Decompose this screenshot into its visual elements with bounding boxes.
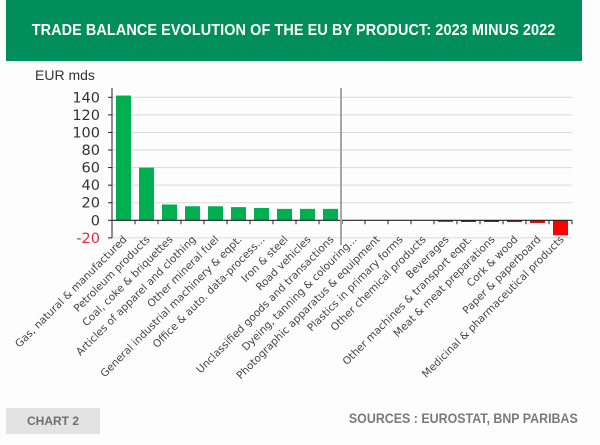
y-tick-label: 40 [82,178,100,194]
chart-header: TRADE BALANCE EVOLUTION OF THE EU BY PRO… [6,0,582,61]
bar [507,220,522,223]
chart-title: TRADE BALANCE EVOLUTION OF THE EU BY PRO… [32,21,556,39]
bar [231,207,246,221]
bar [208,206,223,221]
y-tick-label: -20 [76,231,100,247]
axes [108,88,573,245]
y-tick-label: 60 [82,161,100,177]
bar [300,208,315,221]
y-tick-label: 140 [72,90,100,106]
bar [461,220,476,222]
bar [116,95,131,221]
bar [530,220,545,223]
bar [323,208,338,221]
bar [254,208,269,221]
bar [139,167,154,221]
chart-number-label: CHART 2 [26,414,79,428]
bar [185,206,200,221]
y-tick-label: 80 [82,143,100,159]
bar [438,220,453,222]
bars [116,95,568,236]
y-axis-unit-label: EUR mds [35,67,95,83]
chart-number-badge: CHART 2 [6,408,100,434]
y-tick-label: 100 [72,125,100,141]
bar [162,204,177,221]
bar [484,220,499,222]
sources-note: SOURCES : EUROSTAT, BNP PARIBAS [349,411,578,426]
y-tick-label: 120 [72,108,100,124]
y-tick-label: 0 [91,213,100,229]
bar [553,220,568,236]
bar [277,208,292,221]
y-tick-label: 20 [82,196,100,212]
